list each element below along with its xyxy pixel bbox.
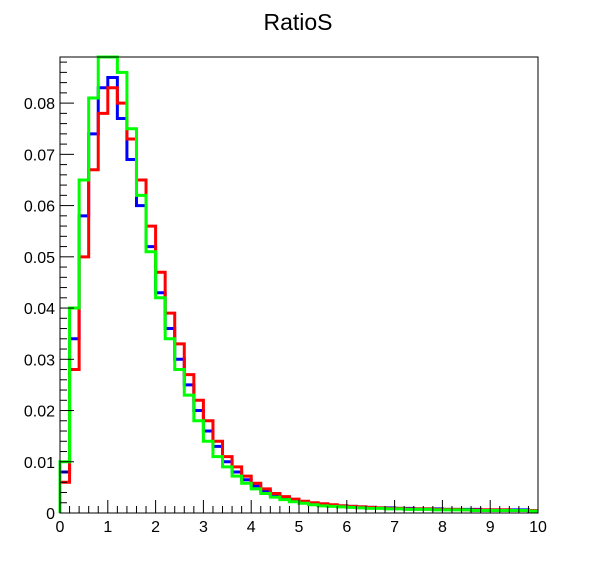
x-tick-label: 0 [56,519,65,536]
y-tick-label: 0.07 [24,147,55,164]
series-line-2 [58,86,538,513]
series-group [58,55,538,513]
series-line-1 [58,75,538,513]
x-tick-label: 5 [295,519,304,536]
x-tick-label: 4 [247,519,256,536]
x-tick-label: 2 [151,519,160,536]
plot-frame [59,56,539,514]
y-tick-label: 0.01 [24,455,55,472]
y-tick-label: 0.04 [24,301,55,318]
x-tick-label: 7 [390,519,399,536]
x-tick-label: 3 [199,519,208,536]
y-tick-label: 0.06 [24,199,55,216]
x-tick-label: 8 [438,519,447,536]
x-tick-label: 10 [529,519,547,536]
chart-title: RatioS [263,9,332,35]
y-tick-label: 0 [46,506,55,523]
x-tick-label: 1 [103,519,112,536]
y-tick-label: 0.08 [24,96,55,113]
x-axis: 0 1 2 3 4 5 6 7 8 9 10 [56,500,547,536]
series-line-3 [58,55,538,513]
y-tick-label: 0.05 [24,250,55,267]
x-tick-label: 6 [342,519,351,536]
y-tick-label: 0.03 [24,352,55,369]
y-axis: 0 0.01 0.02 0.03 0.04 0.05 0.06 0.07 0.08 [24,61,74,523]
y-tick-label: 0.02 [24,404,55,421]
x-tick-label: 9 [486,519,495,536]
